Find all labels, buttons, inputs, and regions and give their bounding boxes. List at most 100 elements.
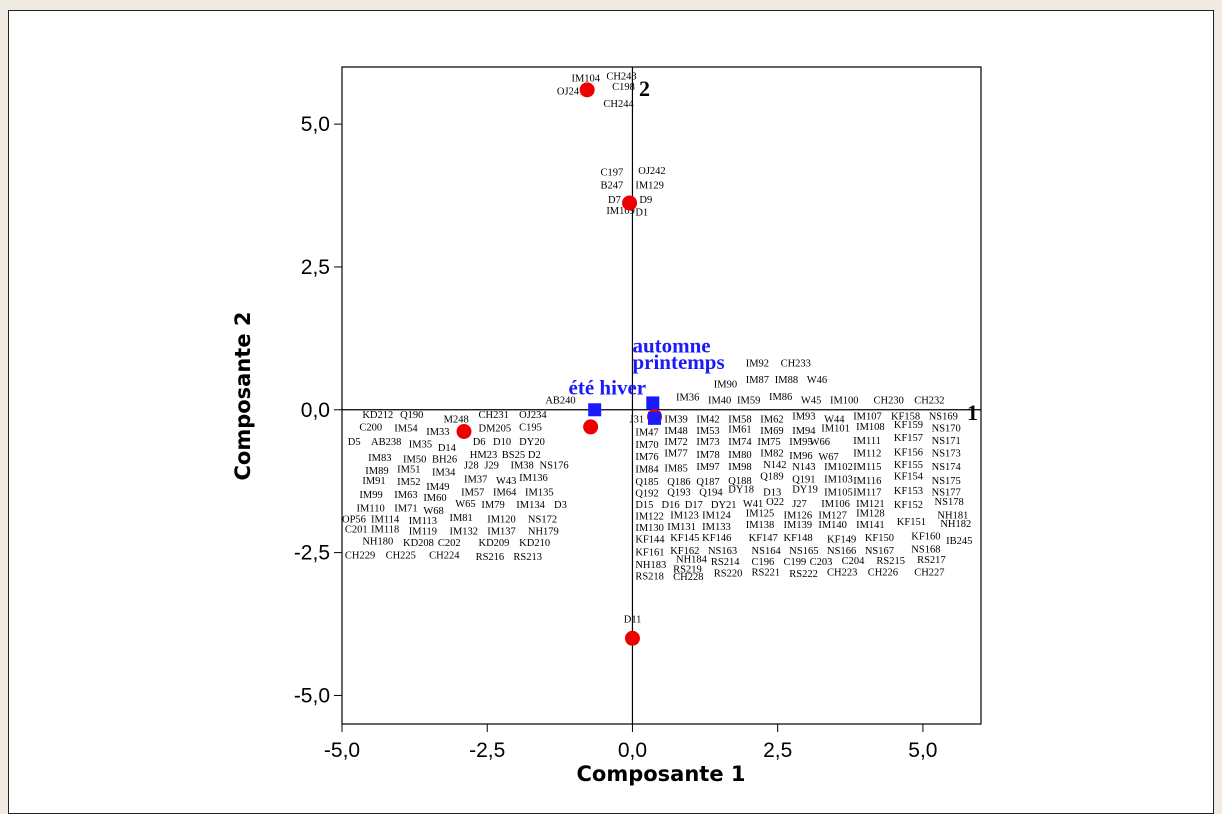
point-label: AB238 <box>371 437 401 448</box>
point-label: RS217 <box>917 555 946 566</box>
point-label: W45 <box>801 395 821 406</box>
point-label: IM49 <box>426 482 449 493</box>
point-label: Q191 <box>792 474 815 485</box>
point-label: IM133 <box>702 522 731 533</box>
point-label: W66 <box>810 437 830 448</box>
point-label: Q192 <box>635 489 658 500</box>
point-label: IM131 <box>667 522 696 533</box>
point-label: IM90 <box>714 380 737 391</box>
observation-point <box>456 423 472 439</box>
point-label: IM82 <box>760 449 783 460</box>
point-label: NS175 <box>932 476 961 487</box>
point-label: CH233 <box>781 358 811 369</box>
point-label: D5 <box>348 437 361 448</box>
x-tick-label: -5,0 <box>324 739 360 762</box>
point-label: Q188 <box>728 476 751 487</box>
point-label: IM38 <box>510 461 533 472</box>
point-label: CH229 <box>345 550 375 561</box>
point-label: IM34 <box>432 467 456 478</box>
point-label: BH26 <box>432 454 457 465</box>
point-label: IM33 <box>426 427 449 438</box>
point-label: Q187 <box>696 477 719 488</box>
point-label: CH244 <box>603 99 634 110</box>
point-label: IM76 <box>635 452 658 463</box>
point-label: J29 <box>484 461 499 472</box>
point-label: KF154 <box>894 471 924 482</box>
x-axis-marker: 1 <box>967 400 978 425</box>
data-points <box>456 82 663 646</box>
point-label: D13 <box>763 487 781 498</box>
point-label: IM104 <box>571 73 600 84</box>
y-tick-label: -2,5 <box>294 542 330 565</box>
point-label: NH183 <box>635 560 666 571</box>
point-label: C204 <box>842 556 866 567</box>
point-label: IM40 <box>708 395 731 406</box>
point-label: NS172 <box>528 514 557 525</box>
point-label: IM70 <box>635 440 658 451</box>
point-label: DY21 <box>711 500 737 511</box>
point-label: NH184 <box>676 554 708 565</box>
point-label: IM79 <box>481 500 504 511</box>
point-label: IM123 <box>670 510 699 521</box>
point-label: IB245 <box>946 536 972 547</box>
point-label: KF162 <box>670 546 699 557</box>
point-label: IM119 <box>409 526 437 537</box>
observation-point <box>624 630 640 646</box>
point-label: IM134 <box>516 500 545 511</box>
point-label: IM98 <box>728 462 751 473</box>
point-label: NS168 <box>911 545 940 556</box>
point-label: NS166 <box>827 546 856 557</box>
point-label: IM132 <box>449 526 478 537</box>
point-label: KF148 <box>783 533 812 544</box>
point-label: CH223 <box>827 567 857 578</box>
point-label: IM101 <box>821 423 850 434</box>
point-label: IM102 <box>824 462 853 473</box>
point-label: J28 <box>464 461 479 472</box>
point-label: CH231 <box>479 410 509 421</box>
point-label: IM42 <box>696 414 719 425</box>
point-label: IM129 <box>635 181 664 192</box>
point-label: NS174 <box>932 462 962 473</box>
point-label: IM115 <box>853 462 881 473</box>
point-label: KF150 <box>865 533 894 544</box>
point-label: IM69 <box>760 426 783 437</box>
point-label: NS177 <box>932 487 961 498</box>
axis-ticks: -5,0 -2,5 0,0 2,5 5,0 -5,0 -2,5 0,0 2,5 5,0 <box>294 113 938 762</box>
point-label: IM125 <box>746 509 775 520</box>
point-label: KF147 <box>749 533 778 544</box>
point-label: C200 <box>359 422 382 433</box>
x-tick-label: 2,5 <box>763 739 792 762</box>
point-label: KF155 <box>894 460 923 471</box>
y-tick-label: 2,5 <box>301 256 330 279</box>
point-label: IM87 <box>746 375 769 386</box>
point-label: IM130 <box>635 523 664 534</box>
point-label: RS214 <box>711 557 740 568</box>
point-label: IM37 <box>464 474 487 485</box>
point-label: NS178 <box>935 497 964 508</box>
point-label: IM48 <box>664 426 687 437</box>
point-label: IM135 <box>525 487 554 498</box>
point-label: IM81 <box>449 513 472 524</box>
point-label: IM58 <box>728 414 751 425</box>
point-label: W41 <box>743 499 763 510</box>
observation-point <box>583 419 599 435</box>
point-label: M248 <box>444 414 469 425</box>
point-label: N142 <box>763 460 786 471</box>
point-label: D14 <box>438 443 457 454</box>
point-label: KD209 <box>479 538 510 549</box>
point-label: Q194 <box>699 487 723 498</box>
point-label: KD210 <box>519 538 550 549</box>
point-label: CH225 <box>386 550 416 561</box>
point-label: IM124 <box>702 510 731 521</box>
point-label: RS213 <box>513 552 542 563</box>
point-label: IM107 <box>853 411 882 422</box>
point-label: W65 <box>455 499 475 510</box>
point-label: IM80 <box>728 450 751 461</box>
point-label: IM99 <box>359 490 382 501</box>
point-label: IM57 <box>461 487 484 498</box>
point-label: KF145 <box>670 533 699 544</box>
point-label: IM73 <box>696 437 719 448</box>
x-tick-label: 0,0 <box>618 739 647 762</box>
